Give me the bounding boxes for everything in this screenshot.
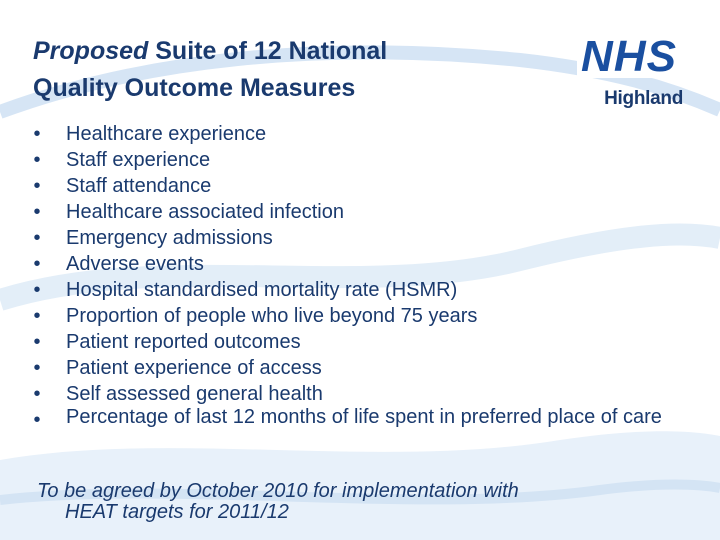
wave-swoosh-2 — [0, 223, 720, 311]
bullet-icon: • — [33, 305, 41, 327]
bullet-icon: • — [33, 227, 41, 249]
bullet-icon: • — [33, 175, 41, 197]
bullet-icon: • — [33, 409, 41, 431]
list-item-text: Emergency admissions — [66, 227, 273, 249]
bullet-icon: • — [33, 357, 41, 379]
list-item: • Patient experience of access — [30, 355, 690, 381]
bullet-icon: • — [33, 383, 41, 405]
nhs-logo-wordmark: NHS — [581, 32, 677, 81]
nhs-logo-icon: NHS — [577, 32, 681, 81]
title-line2: Quality Outcome Measures — [33, 74, 356, 102]
list-item-text: Percentage of last 12 months of life spe… — [66, 406, 662, 428]
footnote: To be agreed by October 2010 for impleme… — [37, 481, 677, 523]
list-item: • Patient reported outcomes — [30, 329, 690, 355]
footnote-line2: HEAT targets for 2011/12 — [65, 501, 289, 523]
bullet-icon: • — [33, 201, 41, 223]
wave-bottom-band — [0, 479, 720, 505]
list-item-text: Self assessed general health — [66, 383, 323, 405]
list-item: • Hospital standardised mortality rate (H… — [30, 277, 690, 303]
bullet-icon: • — [33, 253, 41, 275]
list-item: • Self assessed general health — [30, 381, 690, 407]
list-item-text: Patient reported outcomes — [66, 331, 301, 353]
list-item-text: Staff experience — [66, 149, 211, 171]
list-item: • Staff experience — [30, 147, 690, 173]
list-item: • Proportion of people who live beyond 75… — [30, 303, 690, 329]
footnote-line1: To be agreed by October 2010 for impleme… — [37, 480, 519, 502]
list-item-text: Hospital standardised mortality rate (HS… — [66, 279, 458, 301]
list-item-text: Staff attendance — [66, 175, 212, 197]
list-item-text: Healthcare associated infection — [66, 201, 344, 223]
title-emphasis: Proposed — [33, 37, 149, 65]
list-item-text: Proportion of people who live beyond 75 … — [66, 305, 478, 327]
wave-top — [0, 0, 720, 120]
nhs-highland-logo: NHS Highland — [575, 28, 687, 118]
slide-title: Proposed Suite of 12 National Quality Ou… — [33, 33, 533, 107]
bullet-icon: • — [33, 149, 41, 171]
logo-region: Highland — [604, 88, 683, 109]
list-item-text: Patient experience of access — [66, 357, 322, 379]
wave-bottom — [0, 431, 720, 540]
list-item: • Percentage of last 12 months of life sp… — [30, 406, 690, 432]
list-item: • Staff attendance — [30, 173, 690, 199]
list-item: • Healthcare experience — [30, 121, 690, 147]
wave-swoosh-1 — [0, 45, 720, 119]
bullet-icon: • — [33, 123, 41, 145]
list-item-text: Healthcare experience — [66, 123, 267, 145]
bullet-icon: • — [33, 331, 41, 353]
list-item: • Adverse events — [30, 251, 690, 277]
list-item: • Healthcare associated infection — [30, 199, 690, 225]
title-line1-rest: Suite of 12 National — [148, 37, 388, 65]
measures-list: • Healthcare experience • Staff experience… — [30, 121, 690, 432]
bullet-icon: • — [33, 279, 41, 301]
list-item-text: Adverse events — [66, 253, 204, 275]
list-item: • Emergency admissions — [30, 225, 690, 251]
